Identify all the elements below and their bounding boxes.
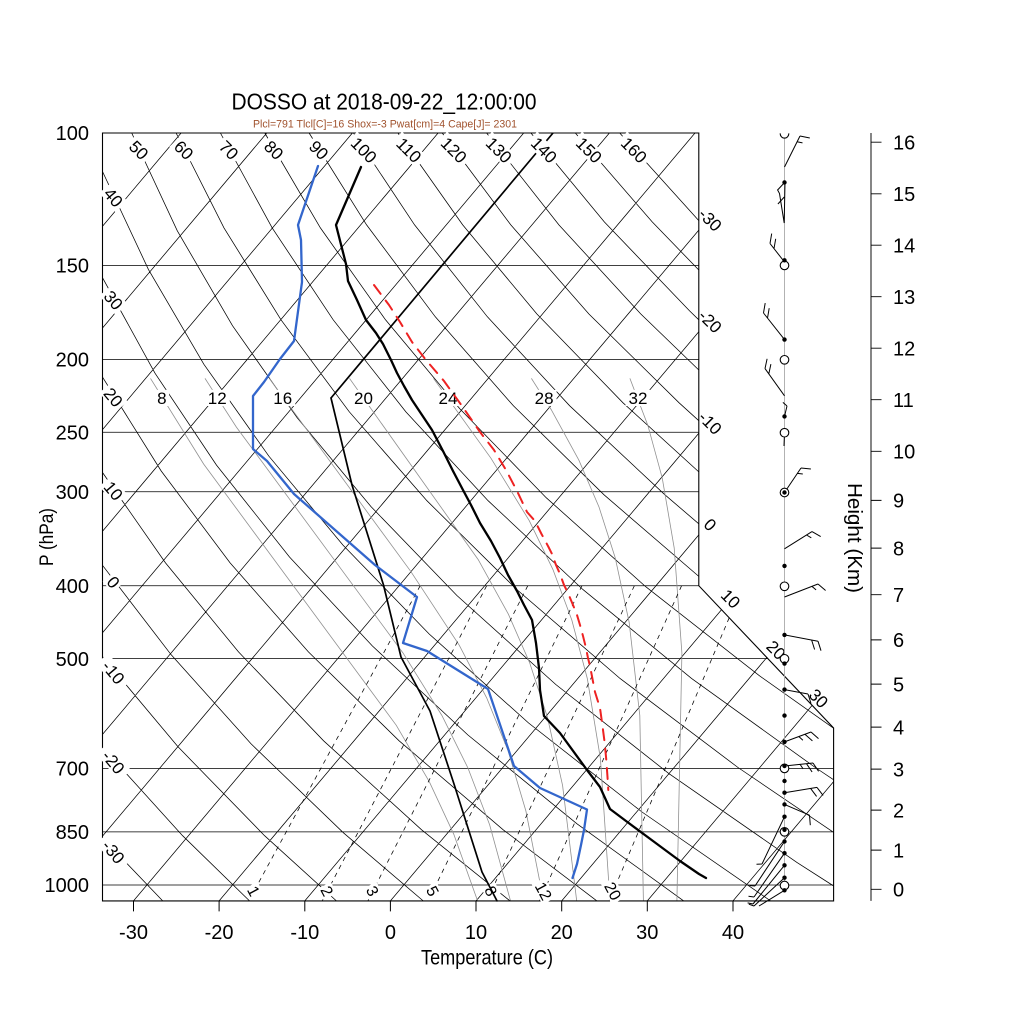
svg-text:7: 7 bbox=[893, 585, 904, 607]
svg-text:250: 250 bbox=[56, 423, 89, 445]
svg-text:-20: -20 bbox=[205, 922, 234, 944]
svg-text:9: 9 bbox=[893, 491, 904, 513]
svg-text:100: 100 bbox=[56, 123, 89, 145]
svg-text:P (hPa): P (hPa) bbox=[37, 508, 58, 566]
svg-text:-30: -30 bbox=[119, 922, 148, 944]
svg-text:11: 11 bbox=[893, 390, 914, 412]
svg-text:400: 400 bbox=[56, 576, 89, 598]
svg-text:13: 13 bbox=[893, 287, 915, 309]
svg-text:16: 16 bbox=[893, 132, 915, 154]
svg-text:12: 12 bbox=[208, 389, 227, 408]
svg-text:12: 12 bbox=[893, 338, 915, 360]
svg-text:0: 0 bbox=[385, 922, 396, 944]
svg-text:32: 32 bbox=[629, 389, 648, 408]
svg-text:Temperature (C): Temperature (C) bbox=[421, 947, 553, 970]
svg-text:150: 150 bbox=[56, 256, 89, 278]
svg-text:300: 300 bbox=[56, 482, 89, 504]
svg-text:20: 20 bbox=[354, 389, 373, 408]
svg-text:28: 28 bbox=[535, 389, 554, 408]
svg-text:DOSSO at 2018-09-22_12:00:00: DOSSO at 2018-09-22_12:00:00 bbox=[232, 88, 537, 114]
svg-text:850: 850 bbox=[56, 822, 89, 844]
svg-text:20: 20 bbox=[551, 922, 573, 944]
svg-text:2: 2 bbox=[893, 800, 904, 822]
svg-text:10: 10 bbox=[465, 922, 487, 944]
svg-text:3: 3 bbox=[893, 759, 904, 781]
svg-text:-10: -10 bbox=[290, 922, 319, 944]
svg-text:20: 20 bbox=[600, 880, 623, 904]
svg-text:700: 700 bbox=[56, 759, 89, 781]
svg-text:10: 10 bbox=[893, 442, 915, 464]
svg-text:24: 24 bbox=[439, 389, 458, 408]
svg-text:0: 0 bbox=[893, 880, 904, 902]
svg-text:8: 8 bbox=[157, 389, 166, 408]
svg-text:5: 5 bbox=[893, 674, 904, 696]
svg-text:12: 12 bbox=[531, 880, 554, 904]
svg-text:4: 4 bbox=[893, 717, 904, 739]
svg-text:200: 200 bbox=[56, 350, 89, 372]
svg-text:30: 30 bbox=[636, 922, 658, 944]
svg-text:14: 14 bbox=[893, 235, 915, 257]
svg-text:16: 16 bbox=[273, 389, 292, 408]
svg-text:15: 15 bbox=[893, 184, 915, 206]
svg-text:Height (Km): Height (Km) bbox=[843, 483, 865, 593]
svg-text:1: 1 bbox=[893, 840, 904, 862]
svg-text:8: 8 bbox=[893, 538, 904, 560]
svg-text:40: 40 bbox=[722, 922, 744, 944]
svg-text:1000: 1000 bbox=[45, 875, 90, 897]
svg-text:6: 6 bbox=[893, 630, 904, 652]
svg-text:Plcl=791 Tlcl[C]=16 Shox=-3 Pw: Plcl=791 Tlcl[C]=16 Shox=-3 Pwat[cm]=4 C… bbox=[253, 119, 517, 131]
svg-text:500: 500 bbox=[56, 649, 89, 671]
